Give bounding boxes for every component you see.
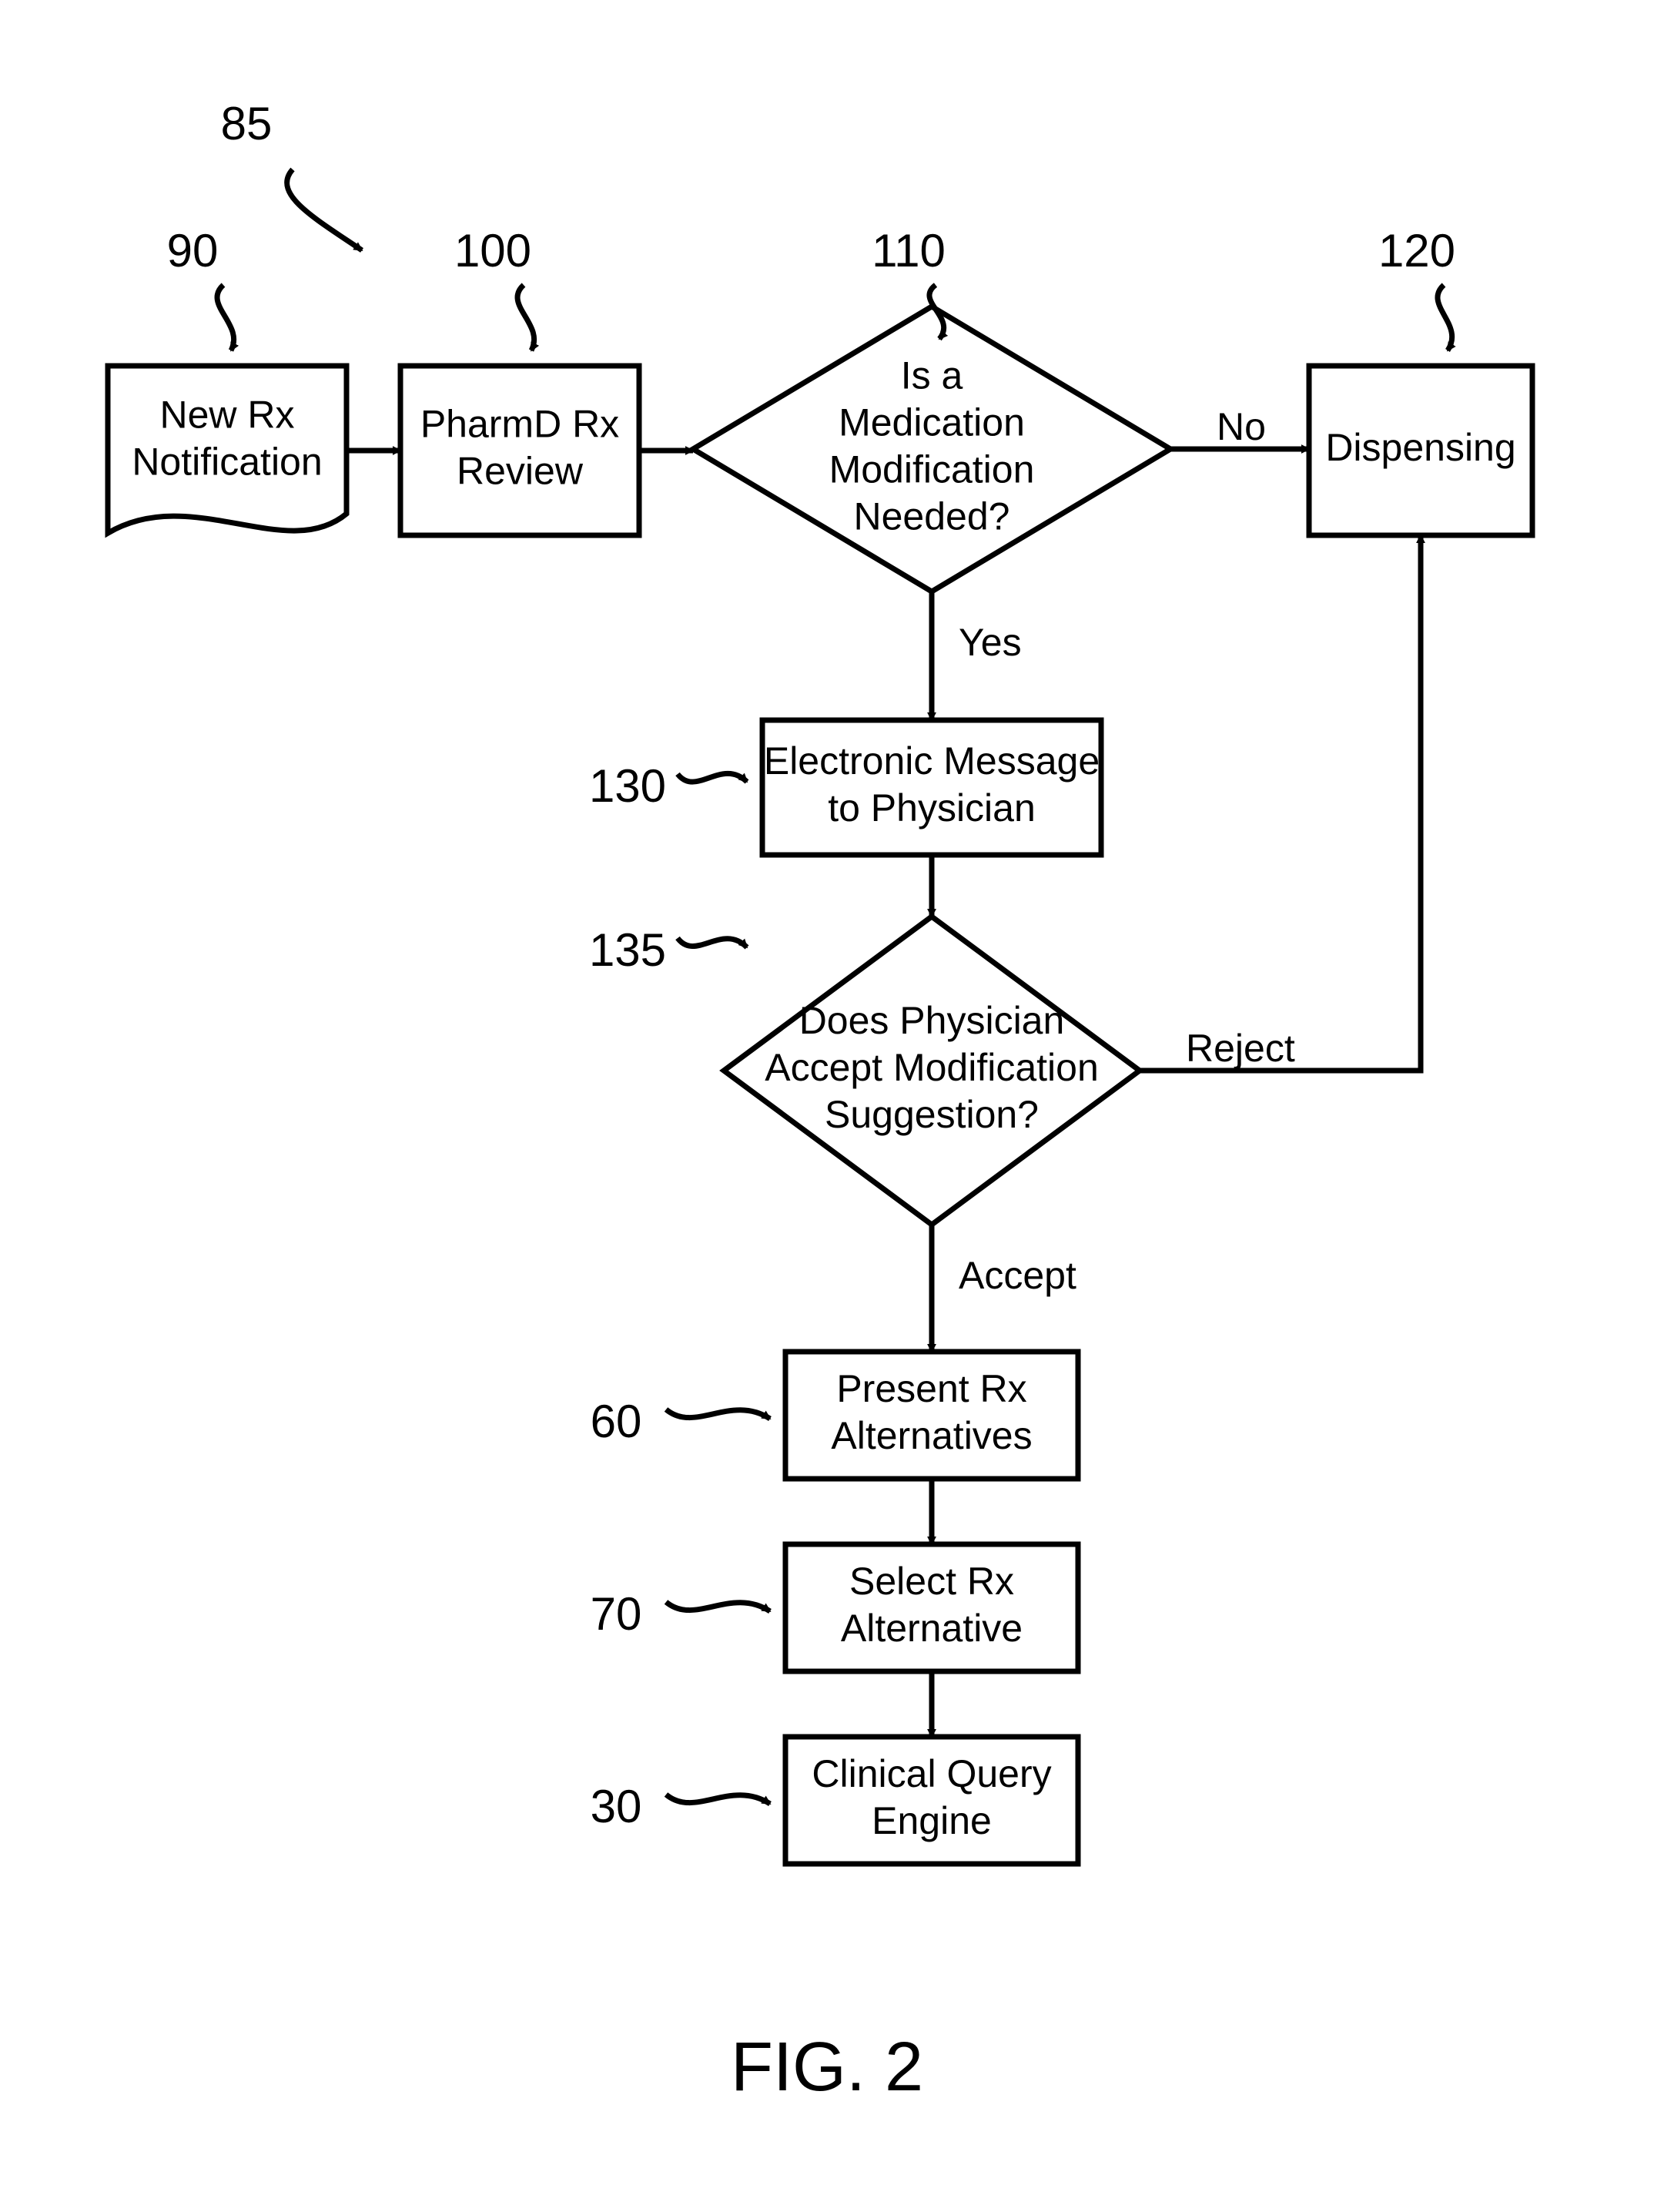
edge-label: Yes [959,621,1022,664]
reference-number: 110 [872,225,946,276]
node-n120: Dispensing [1309,366,1532,535]
edge-label: Accept [959,1254,1076,1297]
node-text: Modification [829,448,1035,491]
node-n100: PharmD RxReview [400,366,639,535]
reference-number: 100 [454,225,531,276]
node-text: Select Rx [849,1560,1014,1603]
node-text: Notification [132,441,322,484]
node-text: Electronic Message [764,739,1100,783]
reference-arrow [666,1795,770,1804]
node-text: PharmD Rx [420,403,619,446]
reference-arrow [287,169,362,250]
node-text: Clinical Query [812,1752,1051,1795]
node-text: Review [457,450,584,493]
node-n70: Select RxAlternative [785,1544,1078,1671]
reference-number: 90 [167,225,219,276]
node-n135: Does PhysicianAccept ModificationSuggest… [724,917,1140,1225]
figure-caption: FIG. 2 [731,2029,923,2106]
node-text: Suggestion? [825,1093,1039,1136]
reference-arrow [217,285,234,350]
node-n30: Clinical QueryEngine [785,1737,1078,1864]
reference-arrow [678,938,747,947]
reference-arrow [678,773,747,782]
edge [1140,535,1421,1071]
reference-number: 30 [591,1781,642,1832]
reference-number: 85 [221,98,273,149]
reference-arrow [666,1409,770,1419]
node-text: New Rx [159,394,294,437]
node-text: Engine [872,1799,992,1842]
edge-label: No [1217,405,1266,448]
reference-arrow [517,285,534,350]
node-n130: Electronic Messageto Physician [762,720,1101,855]
node-text: Alternative [841,1607,1023,1650]
reference-number: 135 [589,924,666,976]
node-text: Present Rx [836,1367,1026,1410]
flowchart-fig-2: No Yes Accept Reject New RxNotification Pharm… [0,0,1654,2212]
node-text: Does Physician [799,999,1065,1042]
edge-label: Reject [1186,1027,1295,1070]
reference-number: 60 [591,1396,642,1447]
node-text: Medication [839,401,1025,444]
node-text: Accept Modification [765,1046,1099,1089]
reference-arrow [666,1602,770,1611]
node-text: Is a [901,354,963,397]
reference-number: 130 [589,760,666,812]
node-text: Alternatives [831,1414,1032,1457]
node-text: to Physician [828,786,1036,830]
node-n90: New RxNotification [108,366,347,533]
node-text: Needed? [854,495,1010,538]
reference-arrow [1438,285,1452,350]
node-n60: Present RxAlternatives [785,1352,1078,1479]
nodes: New RxNotification PharmD RxReview Is aMed… [108,307,1532,1864]
node-n110: Is aMedicationModificationNeeded? [693,307,1170,592]
reference-number: 120 [1378,225,1455,276]
node-text: Dispensing [1325,426,1515,469]
reference-number: 70 [591,1588,642,1640]
